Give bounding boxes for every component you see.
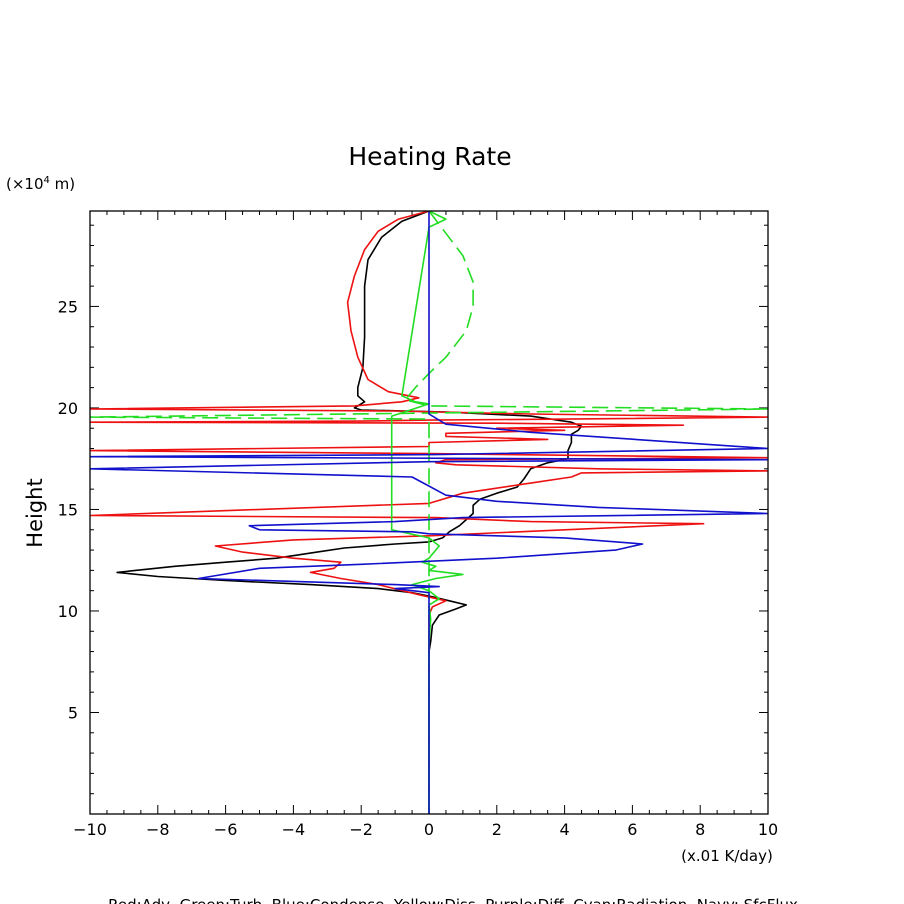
y-tick-label: 10: [58, 602, 78, 621]
plot-frame: [89, 210, 769, 815]
x-tick-label: 0: [424, 820, 434, 839]
legend-caption: Red:Adv, Green:Turb, Blue:Condense, Yell…: [108, 896, 798, 904]
chart-title: Heating Rate: [348, 142, 511, 171]
x-tick-label: 2: [492, 820, 502, 839]
y-tick-label: 25: [58, 297, 78, 316]
x-tick-label: 6: [627, 820, 637, 839]
x-tick-label: −8: [146, 820, 170, 839]
x-tick-label: 10: [758, 820, 778, 839]
y-unit-suffix: m): [50, 175, 75, 193]
x-tick-label: −10: [73, 820, 107, 839]
x-unit-label: (x.01 K/day): [681, 847, 773, 865]
y-unit-exponent: 4: [44, 175, 50, 186]
y-tick-label: 20: [58, 399, 78, 418]
y-axis-label: Height: [23, 478, 47, 547]
y-unit-prefix: (×10: [6, 175, 44, 193]
y-tick-label: 5: [68, 703, 78, 722]
x-tick-label: 8: [695, 820, 705, 839]
series-line-turb: [390, 211, 464, 814]
x-tick-label: −6: [214, 820, 238, 839]
x-tick-label: −4: [282, 820, 306, 839]
y-unit-label: (×104 m): [6, 175, 75, 193]
x-tick-label: 4: [560, 820, 570, 839]
data-series: [90, 211, 768, 814]
x-tick-label: −2: [349, 820, 373, 839]
axis-tick-labels: −10 −8 −6 −4 −2 0 2 4 6 8 10 5 10 15 20 25: [58, 297, 779, 839]
y-tick-label: 15: [58, 500, 78, 519]
series-line-condense: [90, 211, 768, 814]
